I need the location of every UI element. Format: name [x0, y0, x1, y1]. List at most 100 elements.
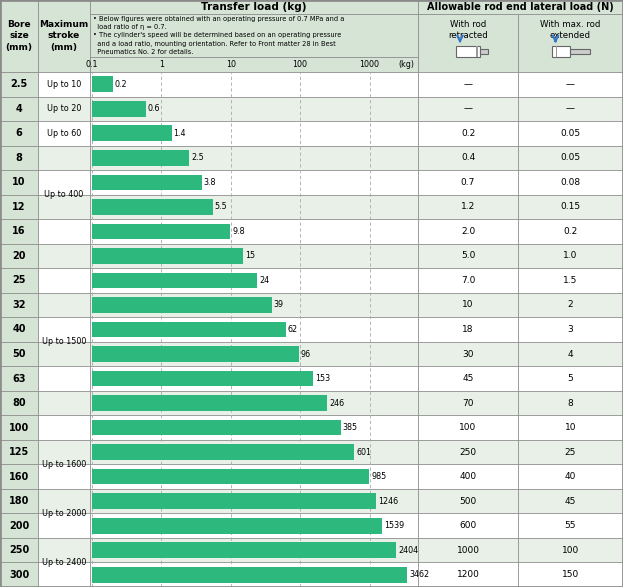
Text: 400: 400 — [459, 472, 477, 481]
Text: 0.6: 0.6 — [148, 104, 161, 113]
Bar — [92, 150, 189, 166]
Text: 153: 153 — [315, 374, 330, 383]
Text: 6: 6 — [16, 129, 22, 139]
Text: • Below figures were obtained with an operating pressure of 0.7 MPa and a
  load: • Below figures were obtained with an op… — [93, 16, 345, 55]
Text: 20: 20 — [12, 251, 26, 261]
Bar — [90, 244, 418, 268]
Bar — [518, 342, 623, 366]
Text: 8: 8 — [568, 399, 573, 407]
Bar — [38, 317, 90, 342]
Text: 5: 5 — [568, 374, 573, 383]
Text: 45: 45 — [462, 374, 473, 383]
Text: 100: 100 — [293, 60, 308, 69]
Text: Maximum
stroke
(mm): Maximum stroke (mm) — [39, 21, 88, 52]
Text: 160: 160 — [9, 471, 29, 482]
Text: With max. rod
extended: With max. rod extended — [540, 20, 601, 41]
Bar — [90, 366, 418, 391]
Bar — [38, 562, 90, 587]
Bar — [38, 146, 90, 170]
Bar — [418, 96, 518, 121]
Text: 985: 985 — [371, 472, 386, 481]
Bar — [418, 268, 518, 293]
Text: 600: 600 — [459, 521, 477, 530]
Text: 2: 2 — [568, 301, 573, 309]
Bar — [418, 366, 518, 391]
Text: Up to 2000: Up to 2000 — [42, 509, 86, 518]
Bar — [90, 146, 418, 170]
Text: 1.5: 1.5 — [563, 276, 578, 285]
Bar — [90, 514, 418, 538]
Text: 150: 150 — [562, 570, 579, 579]
Text: 10: 10 — [226, 60, 235, 69]
Bar — [556, 46, 557, 57]
Bar — [569, 49, 589, 54]
Bar — [0, 366, 38, 391]
Bar — [0, 440, 38, 464]
Bar — [518, 514, 623, 538]
Bar — [0, 342, 38, 366]
Text: —: — — [566, 104, 575, 113]
Text: 100: 100 — [9, 423, 29, 433]
Bar — [38, 244, 90, 268]
Text: —: — — [464, 80, 472, 89]
Text: Allowable rod end lateral load (N): Allowable rod end lateral load (N) — [427, 2, 614, 12]
Bar — [38, 72, 90, 96]
Text: With rod
retracted: With rod retracted — [448, 20, 488, 41]
Bar — [90, 464, 418, 489]
Bar — [0, 514, 38, 538]
Bar — [418, 244, 518, 268]
Bar — [0, 72, 38, 96]
Text: Up to 10: Up to 10 — [47, 80, 81, 89]
Bar — [38, 489, 90, 514]
Bar — [90, 96, 418, 121]
Text: 1200: 1200 — [457, 570, 480, 579]
Bar — [38, 391, 90, 416]
Bar — [90, 170, 418, 195]
Bar — [418, 195, 518, 219]
Text: 0.2: 0.2 — [115, 80, 128, 89]
Bar — [38, 464, 90, 489]
Bar — [518, 195, 623, 219]
Text: 39: 39 — [273, 301, 284, 309]
Bar — [38, 219, 90, 244]
Text: 25: 25 — [12, 275, 26, 285]
Bar — [0, 121, 38, 146]
Bar — [0, 489, 38, 514]
Text: 55: 55 — [565, 521, 576, 530]
Bar — [518, 14, 623, 72]
Bar — [0, 391, 38, 416]
Bar — [90, 293, 418, 317]
Bar — [0, 0, 623, 72]
Text: 100: 100 — [562, 546, 579, 555]
Bar — [92, 224, 230, 239]
Bar — [518, 464, 623, 489]
Text: 7.0: 7.0 — [461, 276, 475, 285]
Bar — [0, 464, 38, 489]
Bar — [0, 293, 38, 317]
Bar — [518, 244, 623, 268]
Text: 40: 40 — [12, 325, 26, 335]
Bar — [518, 96, 623, 121]
Bar — [518, 538, 623, 562]
Text: 125: 125 — [9, 447, 29, 457]
Text: 601: 601 — [356, 448, 371, 457]
Bar — [90, 268, 418, 293]
Bar — [418, 514, 518, 538]
Bar — [418, 416, 518, 440]
Bar — [518, 391, 623, 416]
Bar — [92, 126, 171, 141]
Bar — [38, 514, 90, 538]
Text: 5.5: 5.5 — [215, 203, 227, 211]
Bar — [92, 371, 313, 386]
Bar — [38, 268, 90, 293]
Bar — [0, 219, 38, 244]
Bar — [456, 46, 480, 57]
Text: Up to 20: Up to 20 — [47, 104, 81, 113]
Text: 3.8: 3.8 — [204, 178, 216, 187]
Bar — [92, 76, 113, 92]
Bar — [418, 391, 518, 416]
Text: 0.4: 0.4 — [461, 153, 475, 163]
Bar — [418, 562, 518, 587]
Text: 1: 1 — [159, 60, 164, 69]
Bar — [418, 219, 518, 244]
